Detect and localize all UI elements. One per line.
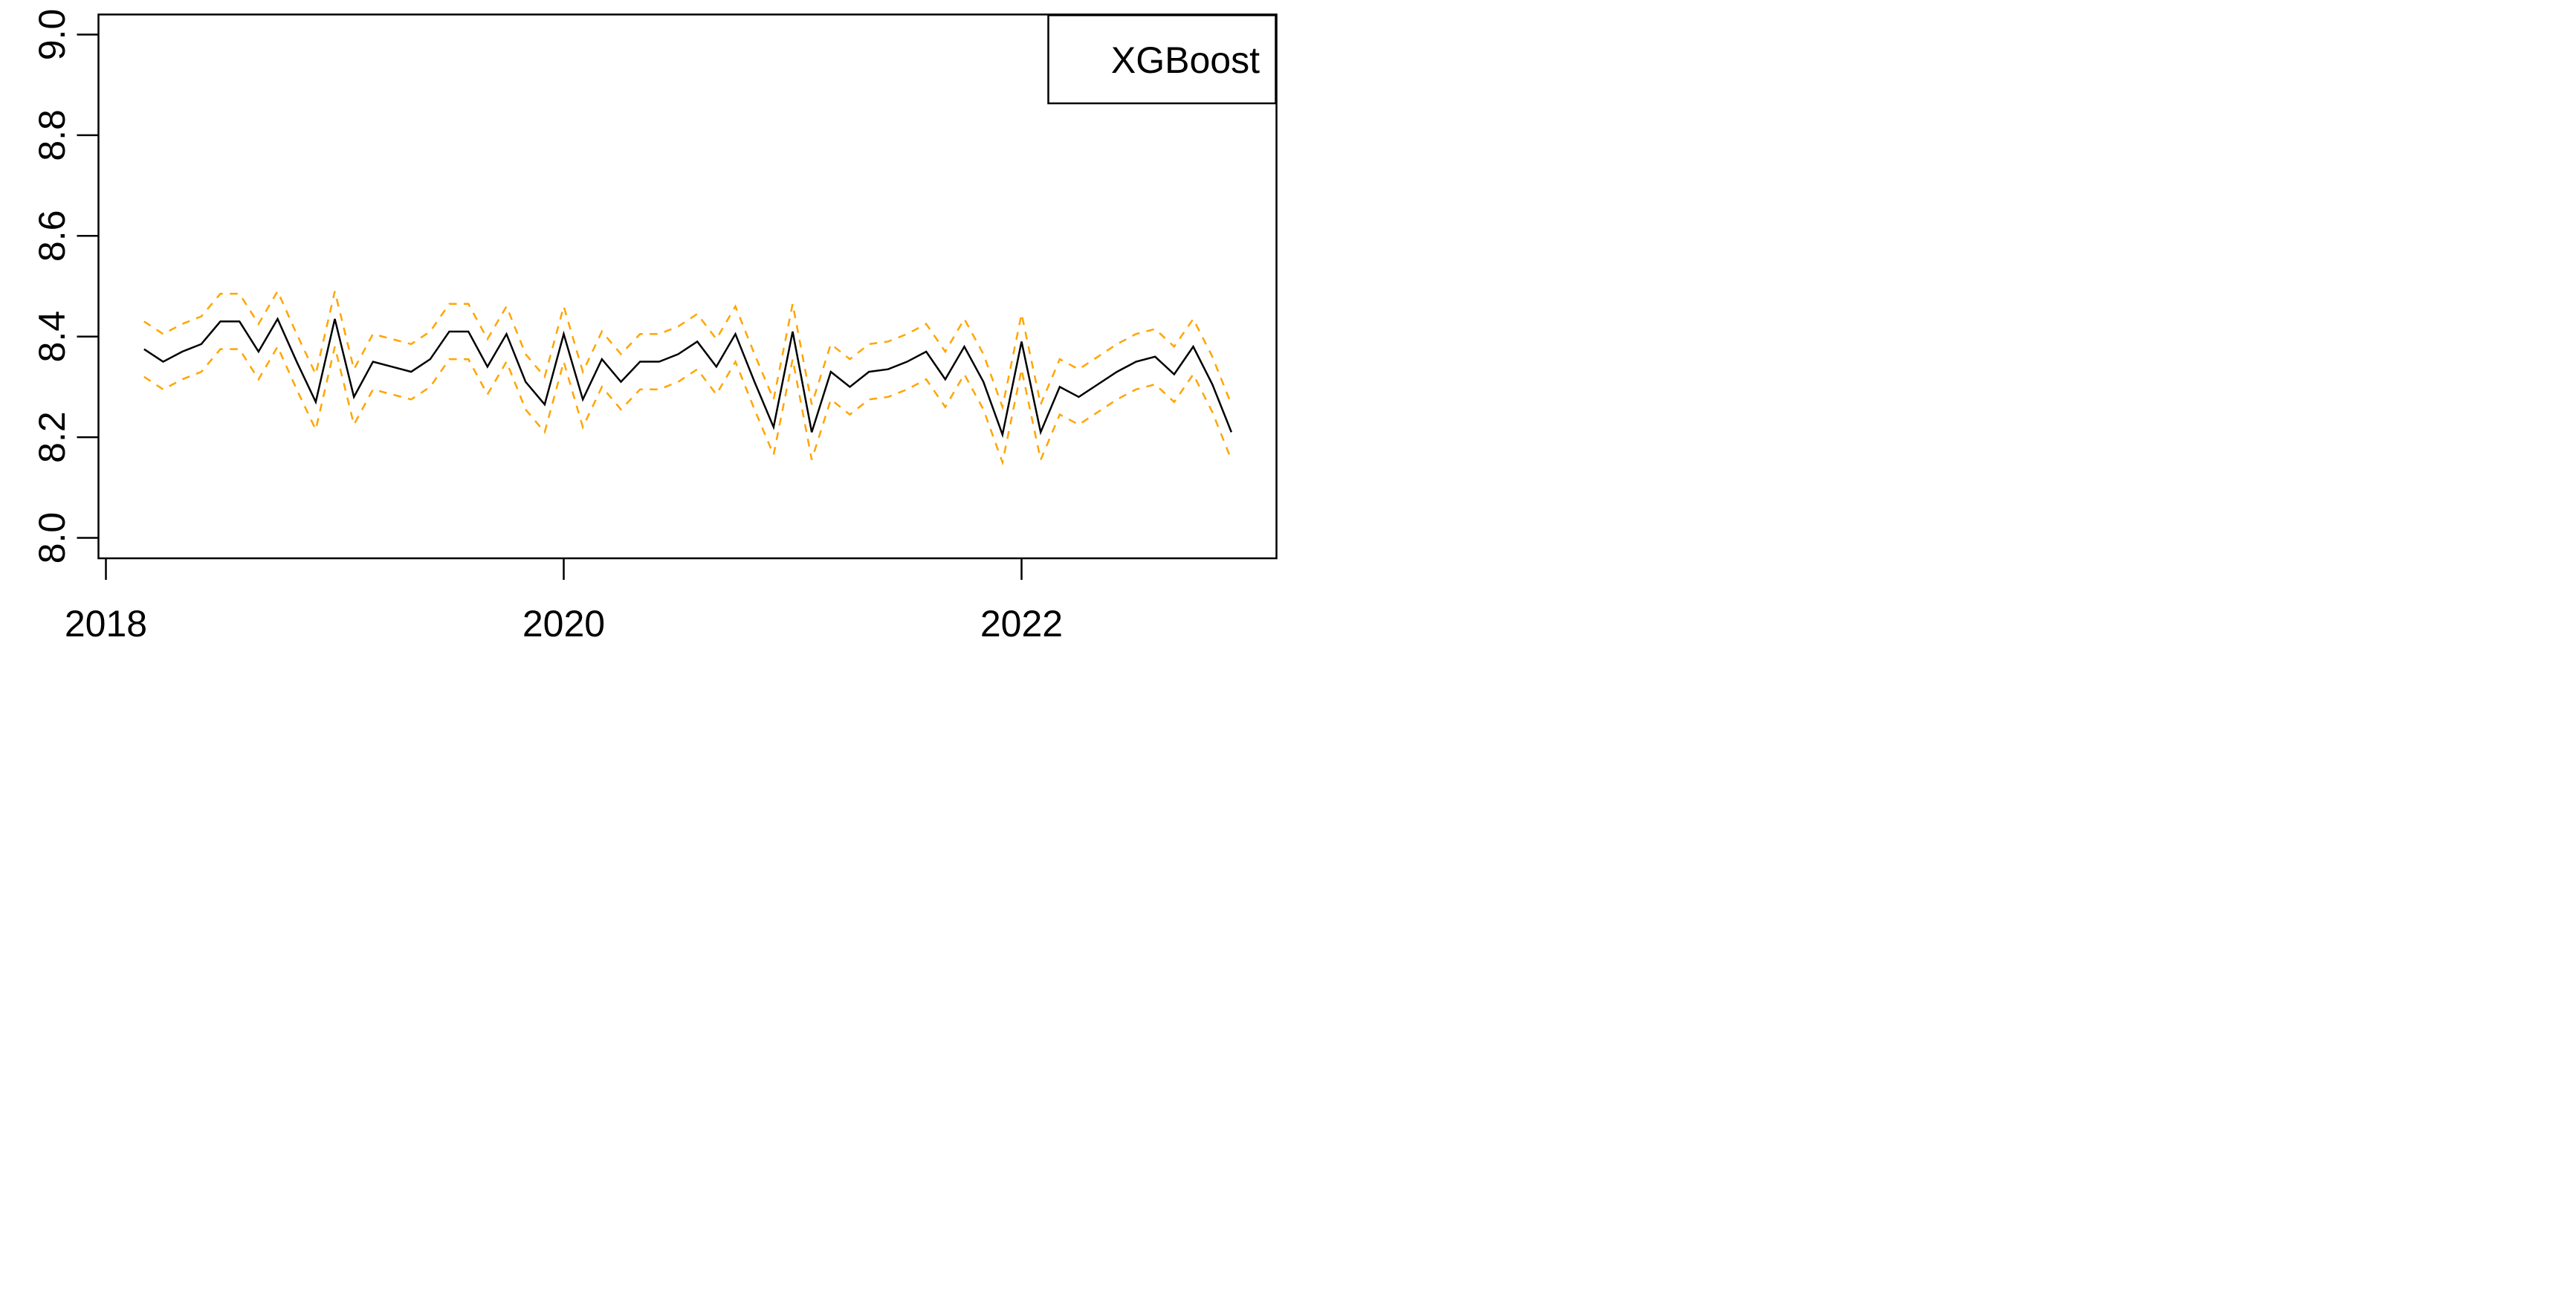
plot-border (97, 13, 1278, 560)
lower-confidence-band-line (143, 344, 1233, 466)
y-tick-label: 8.2 (31, 411, 73, 463)
xgboost-forecast-chart: 8.0 8.2 8.4 8.6 8.8 9.0 2018 2020 2022 XGBoost (31, 9, 1278, 645)
x-tick-label: 2020 (522, 603, 605, 645)
y-tick-label: 8.0 (31, 512, 73, 564)
x-tick-label: 2022 (980, 603, 1063, 645)
y-tick-label: 8.8 (31, 109, 73, 161)
legend-label: XGBoost (1111, 39, 1260, 81)
upper-confidence-band-line (143, 289, 1233, 411)
y-tick-label: 8.4 (31, 311, 73, 363)
y-tick-label: 9.0 (31, 9, 73, 61)
prediction-mean-line (143, 317, 1233, 439)
y-tick-label: 8.6 (31, 210, 73, 262)
y-axis: 8.0 8.2 8.4 8.6 8.8 9.0 (31, 9, 99, 564)
chart-container: 8.0 8.2 8.4 8.6 8.8 9.0 2018 2020 2022 XGBoost (0, 0, 1288, 649)
x-tick-label: 2018 (65, 603, 147, 645)
legend: XGBoost (1047, 14, 1277, 105)
legend-box (1047, 14, 1277, 105)
x-axis: 2018 2020 2022 (65, 558, 1063, 645)
